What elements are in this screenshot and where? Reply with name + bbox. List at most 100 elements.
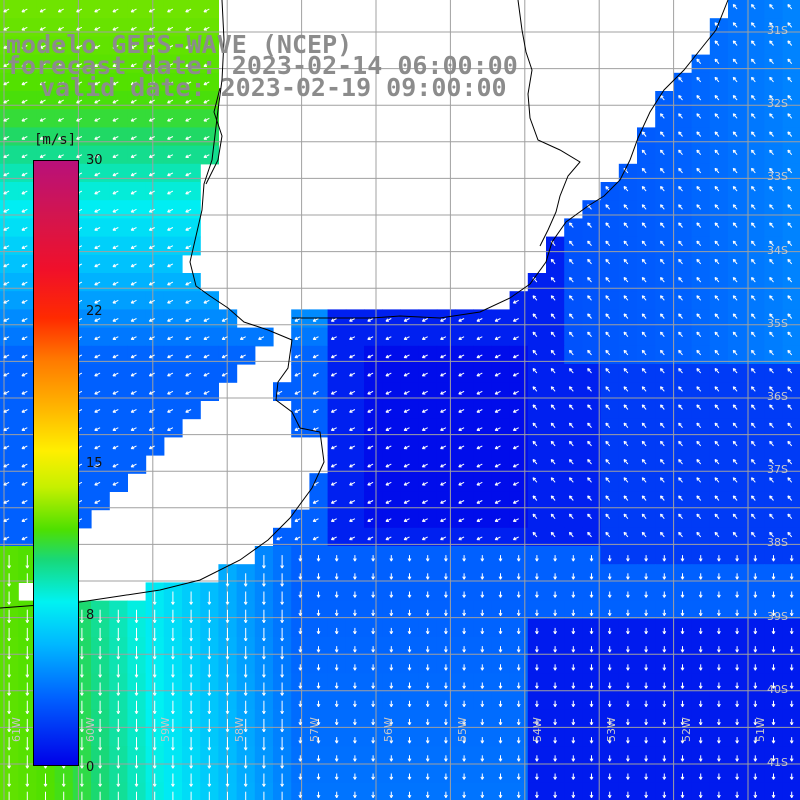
wind-speed-cell (509, 509, 529, 529)
wind-speed-cell (109, 327, 128, 347)
wind-vector (787, 22, 793, 28)
wind-speed-cell (18, 91, 37, 110)
wind-speed-cell (709, 291, 729, 310)
wind-vector (57, 136, 64, 140)
wind-speed-cell (109, 36, 128, 56)
wind-speed-cell (546, 236, 565, 256)
wind-speed-cell (564, 782, 583, 800)
wind-speed-cell (673, 109, 693, 128)
wind-speed-cell (673, 72, 693, 92)
wind-speed-cell (145, 0, 165, 19)
wind-speed-cell (327, 782, 347, 800)
wind-speed-cell (145, 436, 165, 456)
wind-speed-cell (109, 436, 128, 456)
wind-speed-cell (455, 418, 474, 438)
wind-speed-cell (728, 18, 747, 37)
wind-speed-cell (364, 509, 383, 529)
wind-speed-cell (673, 400, 693, 420)
wind-speed-cell (691, 218, 711, 238)
wind-speed-cell (764, 400, 784, 420)
wind-speed-cell (709, 527, 729, 547)
wind-speed-cell (582, 309, 602, 329)
wind-speed-cell (36, 782, 56, 800)
wind-speed-cell (273, 782, 292, 800)
wind-speed-cell (582, 509, 602, 529)
wind-speed-cell (109, 364, 128, 383)
longitude-label: 59W (158, 717, 172, 742)
wind-speed-cell (400, 327, 420, 347)
wind-vector (167, 81, 174, 86)
wind-speed-cell (546, 509, 565, 529)
wind-speed-cell (327, 491, 347, 511)
wind-vector (76, 63, 83, 68)
wind-vector (39, 136, 46, 140)
wind-speed-cell (127, 182, 147, 201)
wind-vector (39, 63, 46, 68)
wind-speed-cell (655, 455, 674, 474)
wind-speed-cell (728, 309, 747, 329)
wind-speed-cell (600, 491, 620, 511)
wind-speed-cell (364, 382, 383, 401)
wind-speed-cell (163, 273, 183, 292)
wind-speed-cell (0, 36, 19, 56)
wind-speed-cell (254, 327, 274, 347)
wind-vector (3, 136, 10, 140)
wind-speed-cell (382, 400, 401, 420)
wind-vector (112, 81, 119, 86)
wind-speed-cell (527, 527, 547, 547)
wind-speed-cell (200, 72, 219, 92)
wind-speed-cell (364, 473, 383, 492)
wind-speed-cell (382, 418, 401, 438)
wind-speed-cell (673, 418, 693, 438)
wind-speed-cell (782, 782, 800, 800)
wind-speed-cell (637, 254, 656, 274)
wind-vector (112, 45, 119, 49)
wind-speed-cell (109, 218, 128, 238)
longitude-label: 60W (84, 717, 98, 742)
wind-speed-cell (18, 527, 37, 547)
wind-vector (678, 131, 683, 137)
wind-speed-cell (91, 36, 110, 56)
wind-speed-cell (127, 309, 147, 329)
wind-speed-cell (709, 400, 729, 420)
wind-speed-cell (54, 36, 74, 56)
wind-speed-cell (18, 782, 37, 800)
wind-speed-cell (145, 291, 165, 310)
wind-vector (203, 99, 210, 104)
wind-speed-cell (618, 436, 638, 456)
wind-speed-cell (618, 509, 638, 529)
wind-speed-cell (491, 455, 511, 474)
wind-speed-cell (91, 455, 110, 474)
wind-speed-cell (145, 309, 165, 329)
wind-speed-cell (127, 400, 147, 420)
wind-speed-cell (400, 491, 420, 511)
wind-speed-cell (182, 327, 201, 347)
wind-speed-cell (600, 345, 620, 365)
wind-speed-cell (637, 127, 656, 147)
wind-vector (148, 8, 155, 13)
wind-speed-cell (345, 436, 365, 456)
wind-speed-cell (382, 436, 401, 456)
wind-speed-cell (618, 273, 638, 292)
wind-speed-cell (527, 491, 547, 511)
wind-speed-cell (637, 436, 656, 456)
wind-speed-cell (618, 182, 638, 201)
wind-speed-cell (728, 273, 747, 292)
latitude-label: 32S (767, 97, 788, 111)
wind-vector (185, 136, 192, 140)
wind-speed-cell (600, 254, 620, 274)
wind-speed-cell (709, 127, 729, 147)
wind-speed-cell (746, 291, 765, 310)
wind-speed-cell (72, 72, 92, 92)
wind-speed-cell (182, 273, 201, 292)
wind-speed-cell (163, 327, 183, 347)
wind-speed-cell (637, 418, 656, 438)
wind-speed-cell (618, 364, 638, 383)
wind-speed-cell (691, 254, 711, 274)
wind-speed-cell (709, 182, 729, 201)
wind-speed-cell (182, 145, 201, 165)
wind-speed-cell (109, 309, 128, 329)
wind-speed-cell (291, 382, 310, 401)
wind-speed-cell (600, 400, 620, 420)
wind-speed-cell (36, 145, 56, 165)
